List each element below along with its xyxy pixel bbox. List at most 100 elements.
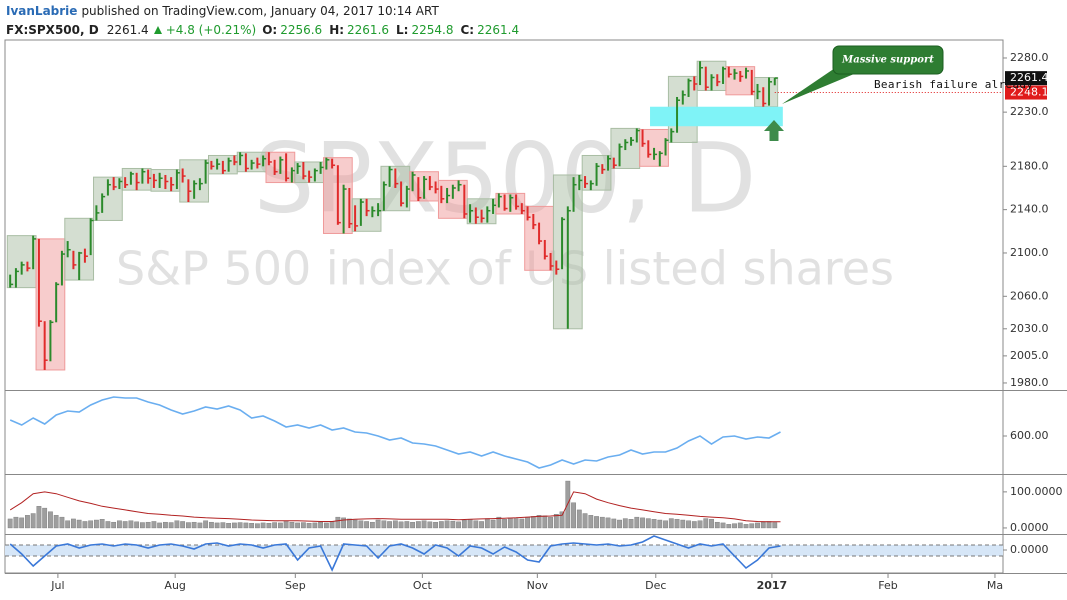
volume-bar [117,520,122,529]
volume-bar [496,516,502,529]
volume-bar [65,520,71,529]
volume-bar [203,520,209,529]
volume-bar [318,521,324,529]
volume-bar [157,522,163,529]
volume-bar [346,518,352,529]
volume-bar [375,519,381,529]
foreground-layer: 2280.0 2230.0 2180.0 2140.0 2100.0 2060.0 2030… [7,45,1063,592]
y-tick-label: 2180.0 [1010,159,1049,172]
volume-bar [525,516,530,529]
volume-bar [571,502,576,529]
callout-pointer [782,66,854,104]
volume-bar [99,519,105,529]
x-tick-label: Nov [527,579,549,592]
note: Bearish failure already [874,78,1033,91]
volume-bar [295,522,301,529]
volume-bar [467,519,473,529]
volume-bar [513,518,519,529]
volume-bar [588,515,594,529]
volume-bar [743,524,749,529]
volume-bar [640,517,645,529]
volume-bar [697,520,703,529]
author[interactable]: IvanLabrie [6,4,78,18]
volume-bar [266,523,272,529]
volume-bar [312,522,318,529]
volume-bar [605,517,611,529]
y-tick-label: 2030.0 [1010,322,1049,335]
volume-bar [410,521,415,529]
ohlc-value: 2256.6 [280,23,323,37]
up-icon [153,26,162,34]
indicator-line [9,396,781,469]
volume-bar [622,518,628,529]
volume-bar [105,521,111,529]
volume-bar [628,519,634,529]
level-label-bg [1005,85,1047,100]
volume-bar [415,521,421,529]
volume-bar [341,517,347,529]
volume-bar [168,522,174,529]
change: +4.8 (+0.21%) [165,23,257,37]
ohlc-key: H: [329,23,345,37]
volume-bar [438,521,444,529]
volume-bar [134,521,140,529]
ohlc-value: 2261.4 [477,23,520,37]
volume-bar [277,522,283,529]
y-tick-label: 2005.0 [1010,349,1049,362]
volume-bar [530,516,536,529]
x-tick-label: 2017 [757,579,788,592]
volume-bar [185,522,191,529]
volume-bar [703,518,709,529]
volume-bar [484,518,490,529]
volume-bar [128,520,134,529]
volume-bar [306,523,312,529]
volume-bar [421,520,427,529]
volume-bar [30,513,36,529]
volume-bar [651,519,657,529]
ohlc: O: 2256.6 H: 2261.6 L: 2254.8 C: 2261.4 [262,23,526,37]
x-tick-label: Jul [50,579,64,592]
volume-bar [88,520,94,529]
volume-bar [71,518,76,529]
volume-bar [709,519,714,529]
volume-bar [749,523,755,529]
y-tick-label: 1980.0 [1010,376,1049,389]
volume-bar [323,522,329,529]
volume-bar [220,522,226,529]
volume-bar [335,516,341,529]
volume-bar [94,519,99,529]
volume-bar [25,515,30,529]
volume-bar [387,521,392,529]
volume-bar [381,520,387,529]
volume-bar [283,521,289,529]
volume-bar [444,520,450,529]
x-tick-label: Ma [987,579,1003,592]
volume-bar [364,521,370,529]
volume-bar [76,519,82,529]
volume-bar [249,523,255,529]
volume-bar [576,509,582,529]
volume-bar [479,521,484,529]
plot-frame [4,39,1004,574]
x-tick-label: Aug [164,579,185,592]
volume-bar [289,521,295,529]
volume-bar [542,515,548,529]
volume-bar [13,516,19,529]
y-tick-label: 0.0000 [1010,543,1049,556]
volume-bar [162,521,168,529]
y-tick-label: 2280.0 [1010,51,1049,64]
header-line-1: IvanLabrie published on TradingView.com, … [6,2,526,21]
volume-bar [260,522,266,529]
support-zone [650,106,783,127]
volume-bar [42,507,48,529]
volume-bar [456,521,461,529]
volume-bar [7,518,13,529]
last-price: 2261.4 [106,23,149,37]
volume-bar [180,521,186,529]
volume-bar [145,521,151,529]
ohlc-key: O: [262,23,278,37]
volume-bar [433,521,438,529]
volume-bar [450,520,456,529]
volume-bar [519,518,525,529]
volume-bar [48,511,53,529]
